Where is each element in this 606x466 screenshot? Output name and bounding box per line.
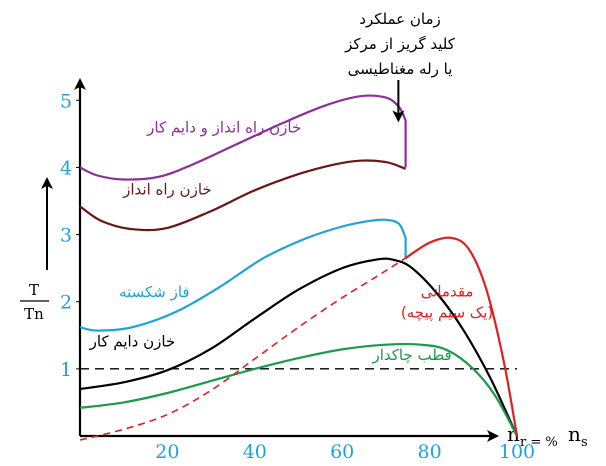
x-label-n: n — [507, 422, 520, 446]
series-line — [79, 342, 518, 437]
y-tick-label: 4 — [60, 157, 72, 179]
annotation: زمان عملکرد کلید گریز از مرکز یا رله مغن… — [344, 10, 456, 123]
series-layer — [79, 94, 519, 441]
series-label: خازن دایم کار — [89, 333, 176, 351]
series-line — [79, 257, 518, 437]
series-line-solid-part — [404, 236, 519, 437]
series-line — [79, 159, 406, 232]
x-tick-label: 60 — [330, 441, 354, 463]
x-label-subscript-1: r = % — [520, 435, 558, 450]
y-label-numerator: T — [29, 281, 39, 299]
x-label-ns: n — [568, 422, 581, 446]
x-tick-label: 100 — [499, 441, 535, 463]
x-axis-label: n r = % n s — [507, 422, 588, 450]
series-label: مقدماتی — [421, 282, 474, 300]
x-label-subscript-s: s — [581, 435, 588, 450]
series-label: قطب چاکدار — [371, 346, 451, 364]
series-label: خازن راه انداز و دایم کار — [146, 119, 301, 137]
series-label-line-2: (یک سیم پیچه) — [401, 303, 493, 322]
series-label: خازن راه انداز — [122, 180, 212, 198]
y-tick-label: 3 — [60, 225, 72, 247]
y-tick-label: 2 — [60, 292, 72, 314]
y-tick-label: 5 — [60, 90, 72, 112]
series-labels-layer: خازن راه انداز و دایم کار خازن راه انداز ف… — [89, 119, 494, 365]
ticks-layer: 1 2 3 4 5 20 40 60 80 100 — [60, 90, 535, 463]
series-line-dashed-part — [79, 257, 407, 441]
annotation-line-2: کلید گریز از مرکز — [344, 35, 456, 53]
y-label-denominator: Tn — [24, 305, 44, 323]
series-line — [79, 94, 407, 181]
series-line — [79, 218, 407, 332]
annotation-line-3: یا رله مغناطیسی — [348, 60, 453, 78]
x-tick-label: 80 — [418, 441, 442, 463]
x-tick-label: 20 — [155, 441, 179, 463]
series-label: فاز شکسته — [119, 283, 190, 301]
annotation-line-1: زمان عملکرد — [359, 10, 440, 28]
x-tick-label: 40 — [243, 441, 267, 463]
y-tick-label: 1 — [60, 359, 72, 381]
y-axis-label: T Tn — [20, 177, 53, 323]
